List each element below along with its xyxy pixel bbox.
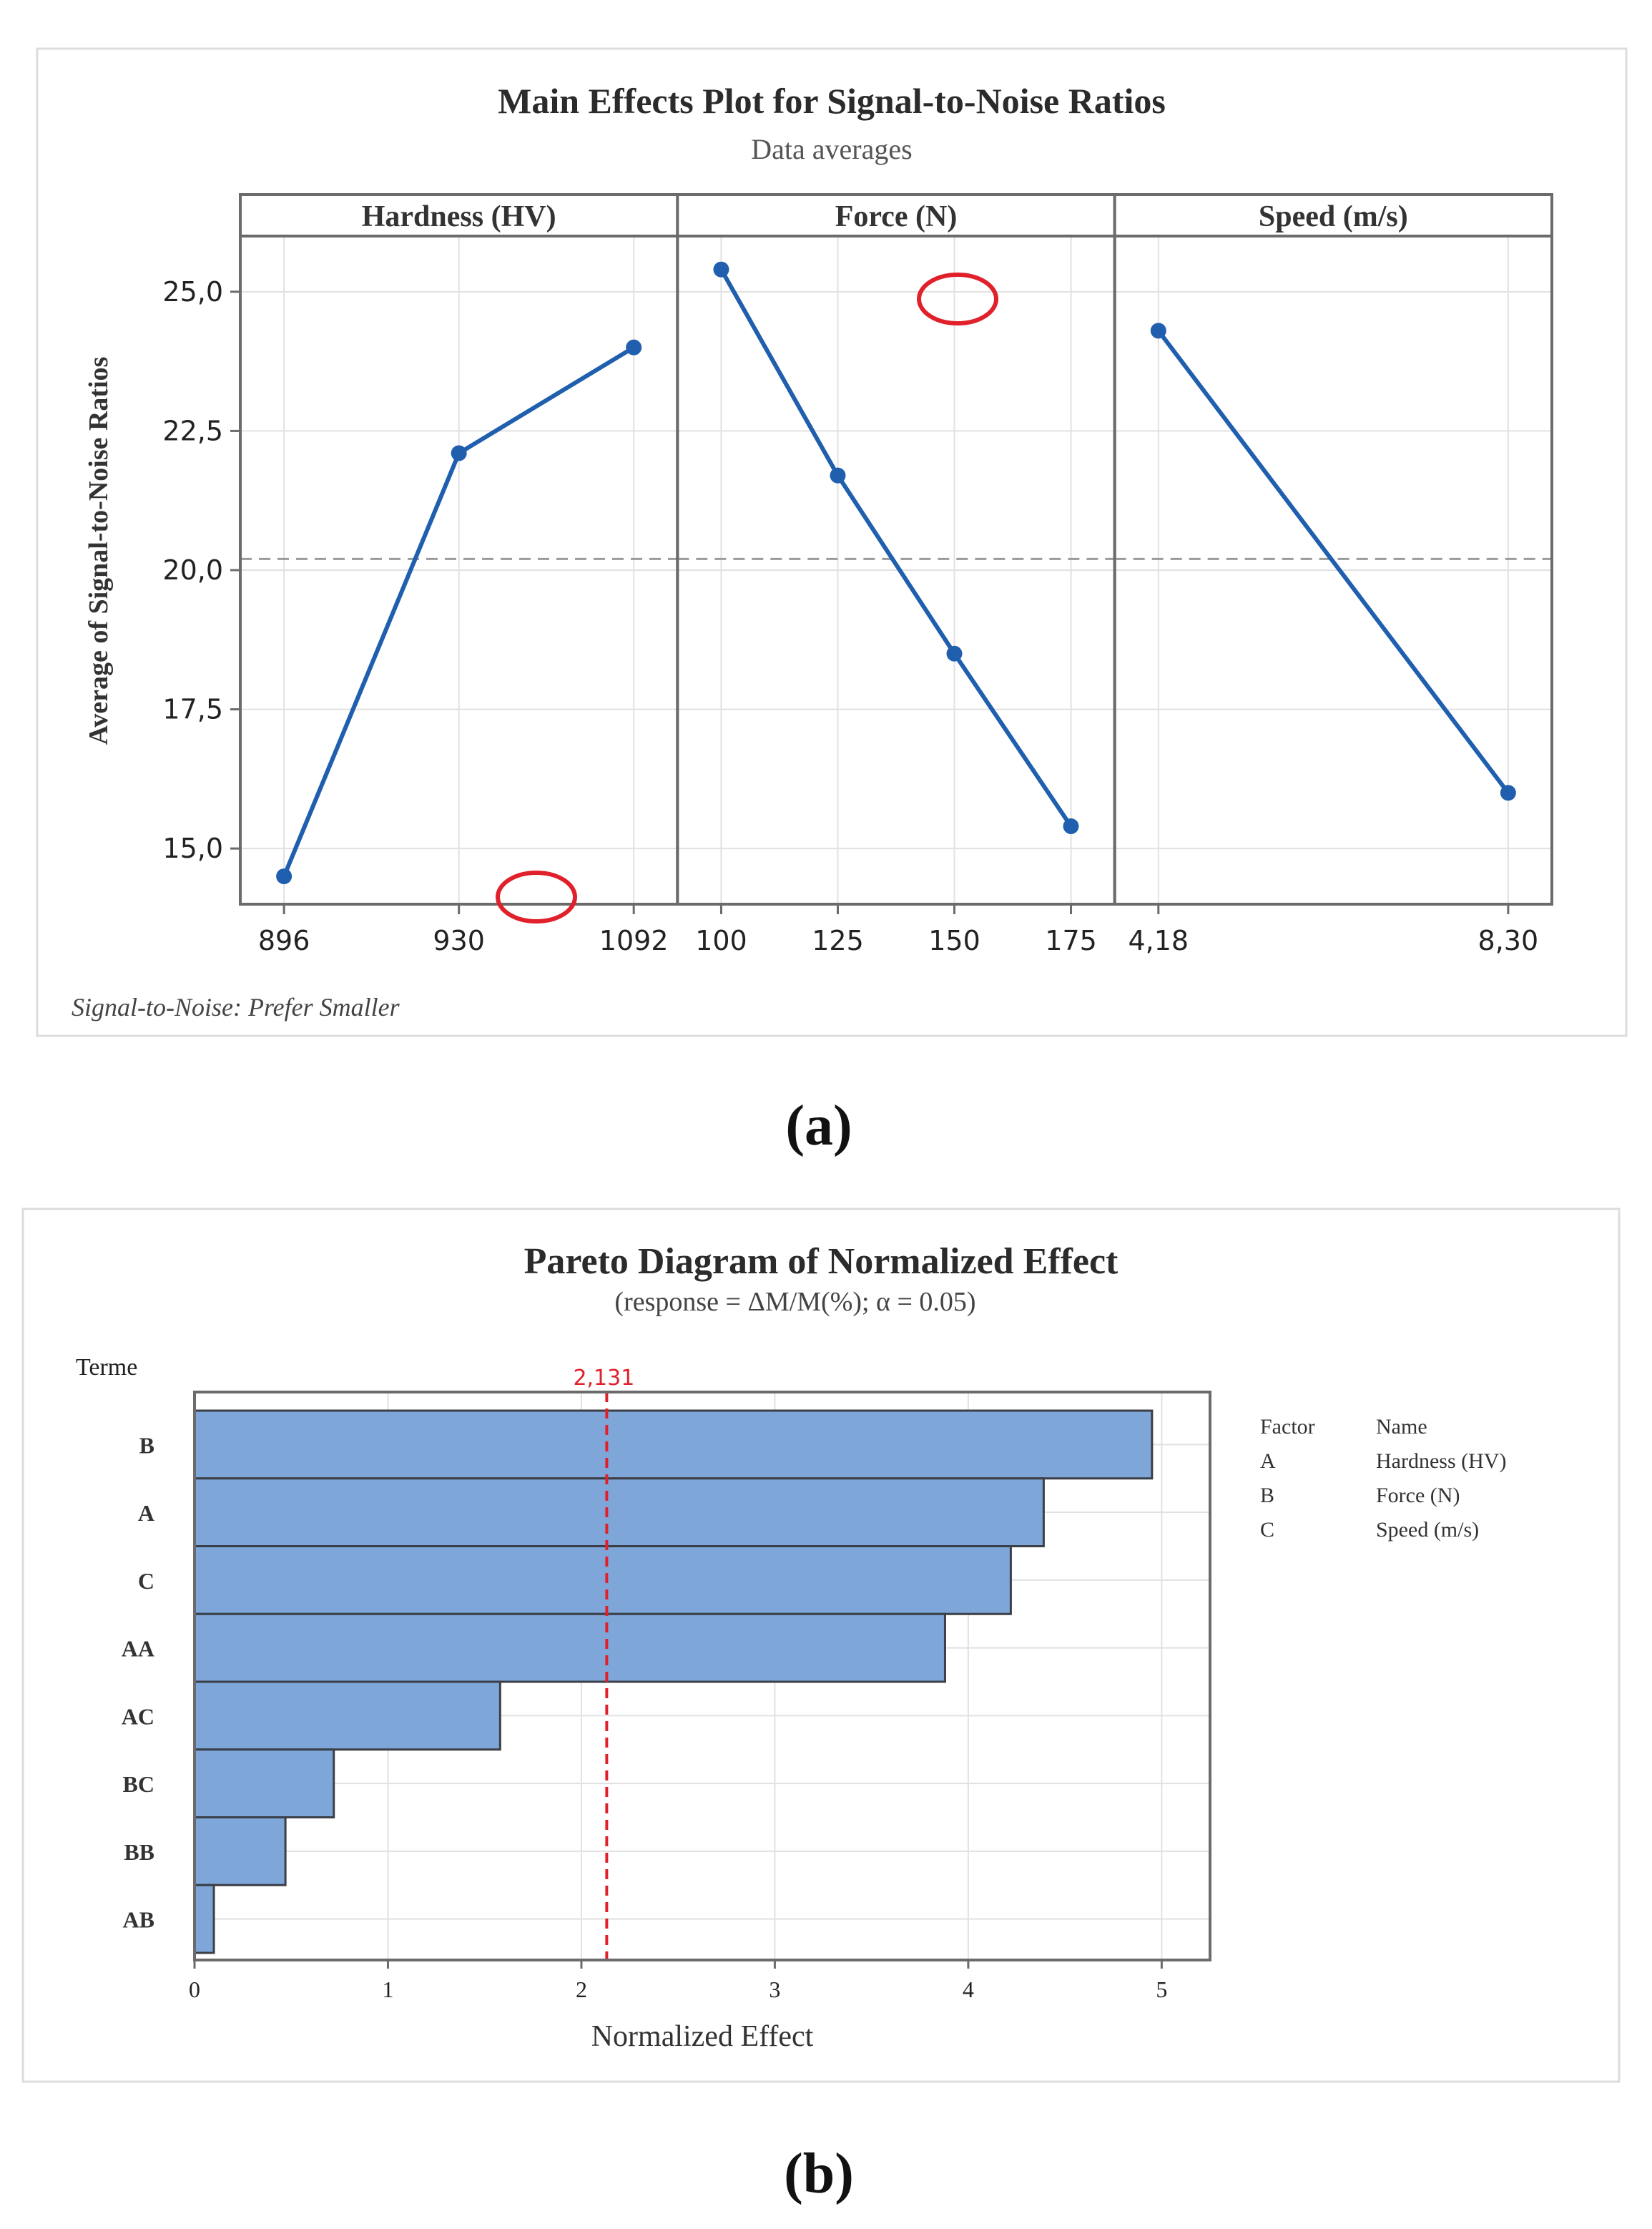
bar-ab	[193, 1883, 215, 1954]
bar-aa	[193, 1612, 946, 1683]
data-point	[946, 645, 963, 662]
x-tick-label: 4	[963, 1976, 974, 2002]
legend-factor: A	[1260, 1449, 1276, 1473]
chart-a-panels: Hardness (HV) 896 930 1092 Force (N) 100 125 15…	[239, 193, 1553, 956]
panel-header	[239, 193, 679, 237]
data-point	[713, 261, 729, 278]
data-point	[1150, 323, 1166, 339]
data-point	[1500, 785, 1516, 801]
data-point	[626, 339, 642, 356]
panel-label-b: (b)	[784, 2142, 854, 2205]
chart-a-footnote: Signal-to-Noise: Prefer Smaller	[72, 993, 400, 1022]
data-point	[276, 868, 292, 885]
x-tick-label: 5	[1156, 1976, 1167, 2002]
annotation-ellipse	[496, 871, 577, 924]
legend-name: Speed (m/s)	[1376, 1518, 1479, 1542]
bar-ac	[193, 1680, 501, 1751]
y-tick-label: 15,0	[162, 833, 223, 864]
x-tick-label: 1	[382, 1976, 393, 2002]
panel-header-label: Hardness (HV)	[362, 200, 556, 233]
x-tick-label: 2	[576, 1976, 587, 2002]
y-tick-label: 22,5	[162, 415, 223, 446]
legend-name: Hardness (HV)	[1376, 1449, 1506, 1473]
series-line	[1156, 329, 1510, 795]
panel-frame	[1113, 235, 1553, 906]
y-tick-label: A	[138, 1500, 154, 1526]
y-tick-label: AA	[122, 1636, 154, 1662]
panel-1: Hardness (HV) 896 930 1092	[239, 193, 679, 956]
legend-header-name: Name	[1376, 1415, 1427, 1439]
data-point	[451, 445, 467, 461]
chart-a-subtitle: Data averages	[751, 133, 912, 165]
panel-2: Force (N) 100 125 150 175	[676, 193, 1116, 956]
legend-factor: C	[1260, 1518, 1274, 1542]
chart-a-title: Main Effects Plot for Signal-to-Noise Ra…	[498, 81, 1166, 121]
data-point	[830, 467, 846, 484]
chart-b-subtitle: (response = ΔM/M(%); α = 0.05)	[614, 1287, 975, 1317]
x-tick-label: 4,18	[1128, 925, 1189, 956]
x-tick-label: 930	[433, 925, 485, 956]
x-tick-label: 0	[189, 1976, 200, 2002]
chart-b-xlabel: Normalized Effect	[591, 2020, 814, 2053]
chart-a-y-axis: 15,0 17,5 20,0 22,5 25,0	[162, 276, 240, 864]
x-tick-label: 3	[769, 1976, 780, 2002]
panel-header-label: Force (N)	[835, 200, 958, 233]
y-tick-label: C	[138, 1568, 154, 1594]
y-tick-label: BB	[124, 1839, 154, 1865]
y-tick-label: 20,0	[162, 554, 223, 586]
chart-b-ylabel: Terme	[76, 1354, 137, 1381]
panel-header-label: Speed (m/s)	[1259, 200, 1408, 233]
y-tick-label: AC	[122, 1703, 154, 1729]
bar-c	[193, 1545, 1012, 1615]
y-tick-label: 17,5	[162, 694, 223, 725]
data-point	[1063, 818, 1079, 835]
legend-header-factor: Factor	[1260, 1415, 1315, 1439]
x-tick-label: 896	[258, 925, 310, 956]
panel-label-a: (a)	[785, 1094, 852, 1157]
bar-b	[193, 1409, 1154, 1480]
x-tick-label: 150	[928, 925, 980, 956]
x-tick-label: 1092	[599, 925, 669, 956]
series-line	[719, 268, 1073, 828]
chart-b-title: Pareto Diagram of Normalized Effect	[524, 1241, 1118, 1282]
x-tick-label: 175	[1045, 925, 1097, 956]
chart-a-ylabel: Average of Signal-to-Noise Ratios	[84, 357, 114, 745]
reference-label: 2,131	[573, 1366, 634, 1391]
x-tick-label: 100	[695, 925, 747, 956]
x-tick-label: 125	[812, 925, 864, 956]
plot-frame	[193, 1391, 1211, 1961]
y-tick-label: 25,0	[162, 276, 223, 308]
y-tick-label: BC	[123, 1771, 154, 1797]
y-tick-label: B	[139, 1432, 154, 1458]
main-effects-chart: Main Effects Plot for Signal-to-Noise Ra…	[36, 47, 1628, 1037]
panel-header	[1113, 193, 1553, 237]
pareto-chart: Pareto Diagram of Normalized Effect (res…	[21, 1207, 1621, 2083]
panel-header	[676, 193, 1116, 237]
bar-bc	[193, 1748, 335, 1818]
y-tick-label: AB	[123, 1907, 154, 1933]
annotation-ellipse	[917, 273, 998, 325]
panel-3: Speed (m/s) 4,18 8,30	[1113, 193, 1553, 956]
x-tick-label: 8,30	[1478, 925, 1539, 956]
bar-a	[193, 1477, 1045, 1547]
bar-bb	[193, 1816, 287, 1886]
chart-b-factor-legend: Factor Name A Hardness (HV) B Force (N) C Speed…	[1260, 1415, 1506, 1542]
legend-factor: B	[1260, 1484, 1274, 1507]
legend-name: Force (N)	[1376, 1484, 1460, 1507]
